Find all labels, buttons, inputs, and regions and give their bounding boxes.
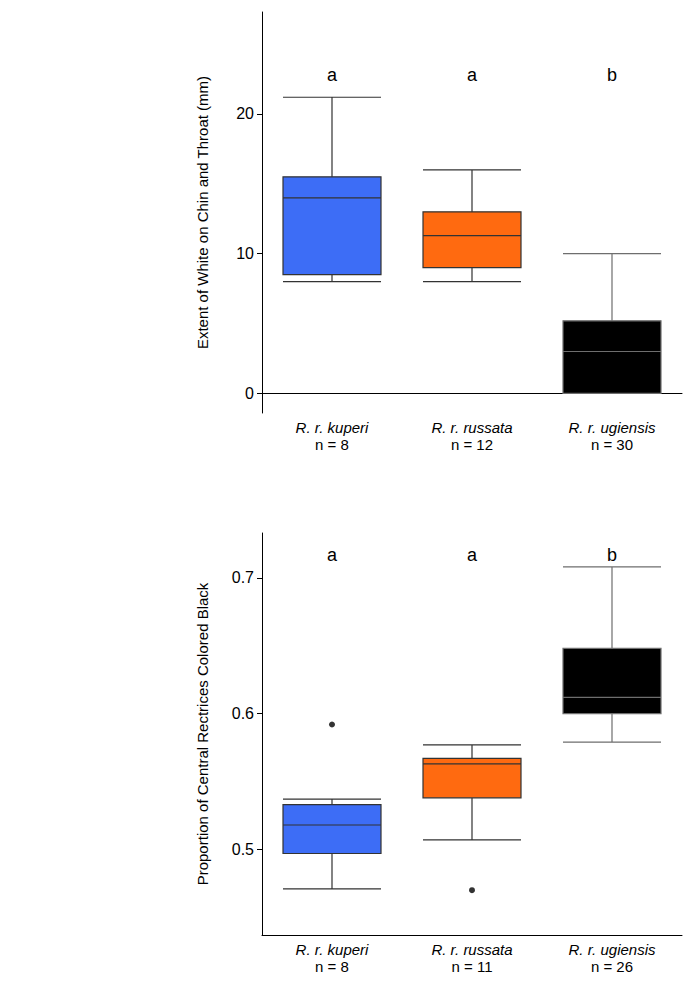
svg-text:n = 12: n = 12 [451,436,493,453]
svg-text:R. r. kuperi: R. r. kuperi [296,419,369,436]
svg-text:R. r. kuperi: R. r. kuperi [296,941,369,958]
svg-text:b: b [607,65,617,85]
svg-text:n = 30: n = 30 [591,436,633,453]
svg-text:n = 8: n = 8 [315,436,349,453]
svg-text:R. r. russata: R. r. russata [431,419,512,436]
svg-text:R. r. ugiensis: R. r. ugiensis [569,419,656,436]
svg-text:n = 11: n = 11 [451,958,492,975]
svg-text:a: a [327,65,338,85]
svg-text:n = 8: n = 8 [315,958,349,975]
svg-text:a: a [467,65,478,85]
svg-text:0.5: 0.5 [232,841,254,858]
svg-text:R. r. ugiensis: R. r. ugiensis [569,941,656,958]
svg-text:n = 26: n = 26 [591,958,633,975]
svg-text:a: a [467,545,478,565]
svg-text:10: 10 [236,245,254,262]
svg-text:Proportion of Central Rectrice: Proportion of Central Rectrices Colored … [194,582,211,885]
svg-text:0.7: 0.7 [232,569,254,586]
svg-text:0.6: 0.6 [232,705,254,722]
svg-text:a: a [327,545,338,565]
svg-text:20: 20 [236,105,254,122]
svg-text:Extent of White on Chin and Th: Extent of White on Chin and Throat (mm) [194,76,211,349]
svg-text:R. r. russata: R. r. russata [431,941,512,958]
svg-text:0: 0 [245,385,254,402]
svg-text:b: b [607,545,617,565]
